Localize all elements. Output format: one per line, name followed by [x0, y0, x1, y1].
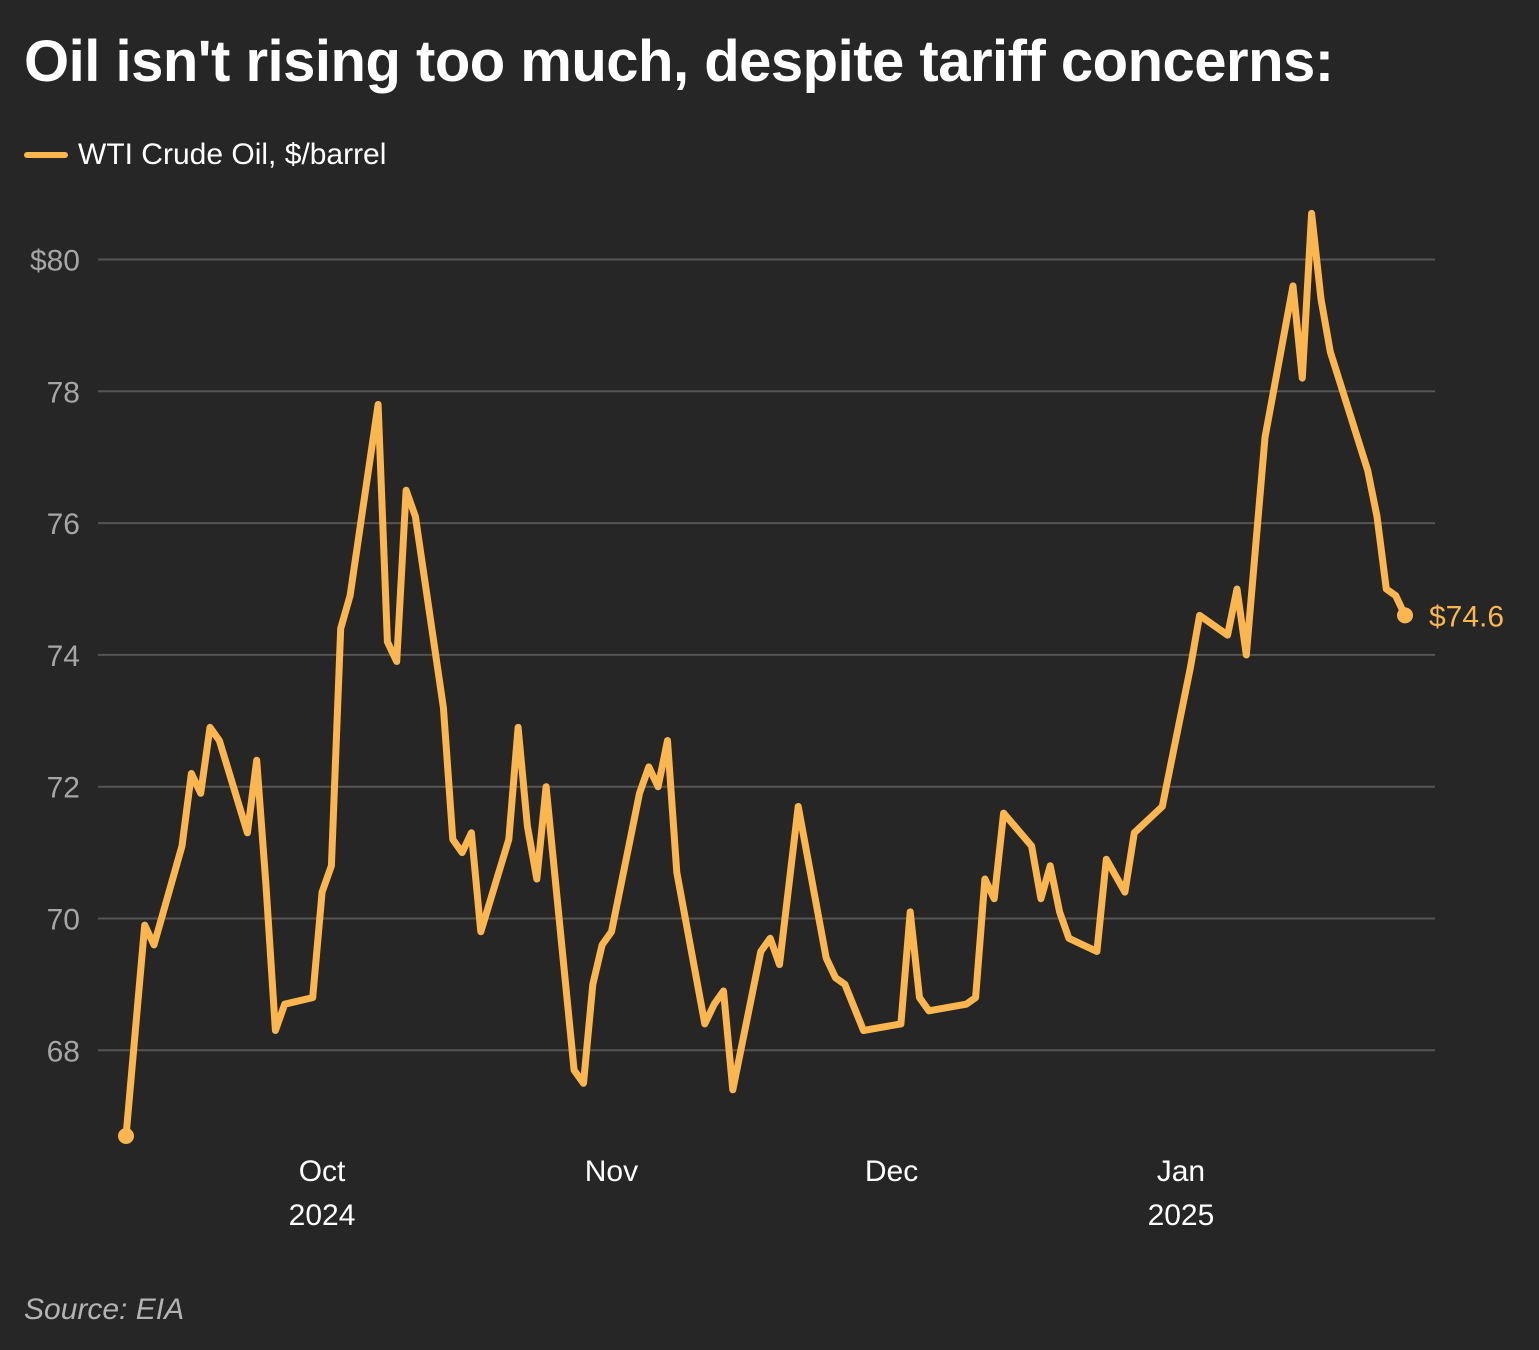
- series-line-wti: [122, 209, 1409, 1140]
- chart-title: Oil isn't rising too much, despite tarif…: [24, 29, 1334, 94]
- y-tick-label: $80: [30, 245, 80, 278]
- gridlines: [98, 258, 1435, 1052]
- y-tick-label: 70: [47, 904, 80, 937]
- x-tick-year-label: 2025: [1148, 1199, 1215, 1232]
- legend-label: WTI Crude Oil, $/barrel: [78, 138, 387, 171]
- y-tick-label: 74: [47, 640, 80, 673]
- chart-legend: WTI Crude Oil, $/barrel: [24, 135, 386, 175]
- y-axis-ticks: $80 78 76 74 72 70 68: [30, 245, 80, 1069]
- end-value-label: $74.6: [1429, 600, 1504, 633]
- y-tick-label: 76: [47, 508, 80, 541]
- y-tick-label: 78: [47, 376, 80, 409]
- x-tick-label: Oct: [299, 1155, 346, 1188]
- x-tick-label: Dec: [865, 1155, 918, 1188]
- x-tick-year-label: 2024: [289, 1199, 356, 1232]
- x-tick-label: Nov: [585, 1155, 638, 1188]
- source-note: Source: EIA: [24, 1293, 185, 1326]
- start-point-marker: [118, 1127, 134, 1144]
- x-tick-label: Jan: [1157, 1155, 1205, 1188]
- end-point-marker: [1397, 607, 1413, 624]
- y-tick-label: 72: [47, 772, 80, 805]
- y-tick-label: 68: [47, 1035, 80, 1068]
- legend-swatch: [24, 152, 68, 158]
- x-axis-ticks: Oct 2024 Nov Dec Jan 2025: [289, 1155, 1215, 1232]
- series-layer: $74.6: [118, 209, 1504, 1144]
